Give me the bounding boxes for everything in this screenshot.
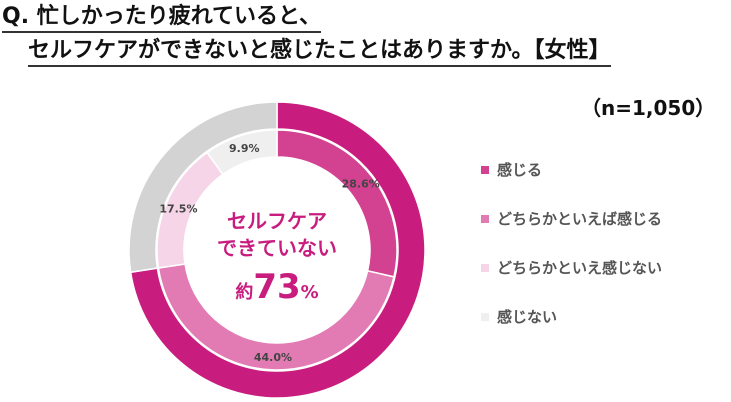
legend-label: どちらかといえ感じない — [497, 259, 663, 277]
center-label-value: 約73% — [197, 270, 357, 310]
donut-segment — [129, 101, 426, 399]
legend-item: どちらかといえば感じる — [481, 194, 662, 243]
legend-label: 感じない — [497, 308, 558, 326]
segment-value-label: 28.6% — [342, 177, 380, 190]
legend-item: 感じる — [481, 145, 662, 194]
legend-swatch-icon — [481, 312, 489, 321]
donut-segment — [157, 263, 395, 371]
center-number: 73 — [253, 267, 301, 307]
legend-item: 感じない — [481, 292, 662, 341]
title-line-2: セルフケアができないと感じたことはありますか。【女性】 — [28, 38, 611, 67]
legend-swatch-icon — [481, 214, 489, 223]
donut-segment — [128, 101, 278, 274]
legend: 感じる どちらかといえば感じる どちらかといえ感じない 感じない — [481, 145, 662, 341]
legend-item: どちらかといえ感じない — [481, 243, 662, 292]
segment-value-label: 44.0% — [254, 351, 292, 364]
segment-value-label: 9.9% — [229, 142, 260, 155]
sample-size: （n=1,050） — [581, 96, 716, 120]
legend-label: 感じる — [497, 161, 543, 179]
center-label-line1: セルフケア — [227, 209, 327, 233]
center-suffix: % — [300, 282, 319, 303]
donut-segment — [206, 129, 278, 176]
legend-swatch-icon — [481, 263, 489, 272]
segment-value-label: 17.5% — [159, 202, 197, 215]
legend-label: どちらかといえば感じる — [497, 210, 663, 228]
center-prefix: 約 — [235, 282, 254, 303]
center-label-line2: できていない — [217, 236, 337, 260]
center-annotation: セルフケア できていない 約73% — [197, 208, 357, 310]
title-line-1: Q. 忙しかったり疲れていると、 — [2, 4, 322, 33]
legend-swatch-icon — [481, 165, 489, 174]
